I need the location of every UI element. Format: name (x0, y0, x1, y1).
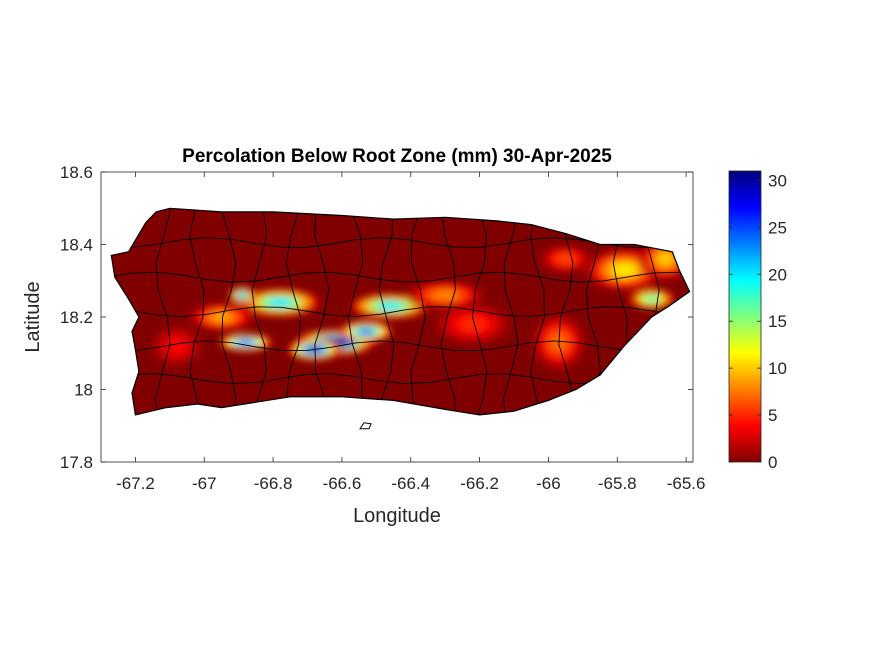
x-tick-label: -66.2 (460, 474, 499, 493)
x-tick-label: -66.4 (391, 474, 430, 493)
municipality-boundary (410, 208, 426, 415)
municipality-boundary (155, 208, 171, 415)
island-coastline (110, 207, 691, 416)
municipality-boundary (111, 340, 690, 352)
x-axis-title: Longitude (353, 505, 441, 527)
percolation-field (150, 238, 690, 370)
percolation-hotspot (266, 297, 294, 308)
percolation-hotspot (376, 301, 404, 311)
percolation-hotspot (236, 339, 255, 346)
x-tick-label: -65.8 (598, 474, 637, 493)
colorbar-frame (728, 170, 762, 463)
x-axis: -67.2 -67 -66.8 -66.6 -66.4 -66.2 -66 -65.8 -65.… (116, 172, 705, 493)
municipality-boundary (189, 208, 205, 415)
caja-de-muertos-island (359, 422, 372, 430)
percolation-hotspot (459, 317, 486, 332)
y-axis-title: Latitude (22, 281, 44, 352)
municipality-boundary (111, 306, 690, 318)
percolation-hotspot (431, 290, 459, 300)
municipality-boundary (347, 208, 364, 415)
x-tick-label: -66 (536, 474, 561, 493)
colorbar-tick-label: 15 (768, 312, 787, 331)
x-tick-label: -66.6 (323, 474, 362, 493)
municipality-boundary (530, 208, 546, 415)
y-tick-label: 18.4 (60, 236, 93, 255)
percolation-hotspot (210, 312, 233, 322)
x-tick-label: -65.6 (667, 474, 706, 493)
municipality-boundary (285, 208, 302, 415)
municipality-boundary (557, 208, 574, 415)
municipality-boundary (472, 208, 488, 415)
colorbar: 0 5 10 15 20 25 30 (728, 170, 787, 472)
colorbar-tick-label: 20 (768, 265, 787, 284)
colorbar-gradient (729, 171, 761, 462)
y-axis: 17.8 18 18.2 18.4 18.6 (60, 163, 693, 472)
y-tick-label: 18 (74, 381, 93, 400)
percolation-hotspot (610, 262, 638, 277)
percolation-hotspot (556, 254, 575, 264)
municipality-boundary (111, 271, 690, 283)
colorbar-tick-label: 5 (768, 406, 777, 425)
municipality-boundary (314, 208, 330, 415)
colorbar-tick-label: 10 (768, 359, 787, 378)
colorbar-tick-label: 30 (768, 171, 787, 190)
plot-area: -67.2 -67 -66.8 -66.6 -66.4 -66.2 -66 -65.8 -65.… (60, 163, 706, 493)
percolation-hotspot (643, 295, 660, 303)
x-tick-label: -67.2 (116, 474, 155, 493)
colorbar-tick-label: 0 (768, 453, 777, 472)
municipality-boundary (440, 208, 456, 415)
percolation-hotspot (357, 328, 375, 335)
y-tick-label: 17.8 (60, 453, 93, 472)
y-tick-label: 18.6 (60, 163, 93, 182)
municipality-boundary (503, 208, 519, 415)
municipality-boundary (378, 208, 395, 415)
chart-title: Percolation Below Root Zone (mm) 30-Apr-… (182, 146, 612, 167)
colorbar-tick-label: 25 (768, 218, 787, 237)
percolation-hotspot (167, 339, 186, 353)
municipality-boundary (220, 208, 237, 415)
percolation-hotspot (237, 292, 247, 299)
island-map (110, 207, 691, 430)
y-tick-label: 18.2 (60, 308, 93, 327)
x-tick-label: -66.8 (254, 474, 293, 493)
x-tick-label: -67 (192, 474, 217, 493)
percolation-hotspot (656, 252, 675, 266)
